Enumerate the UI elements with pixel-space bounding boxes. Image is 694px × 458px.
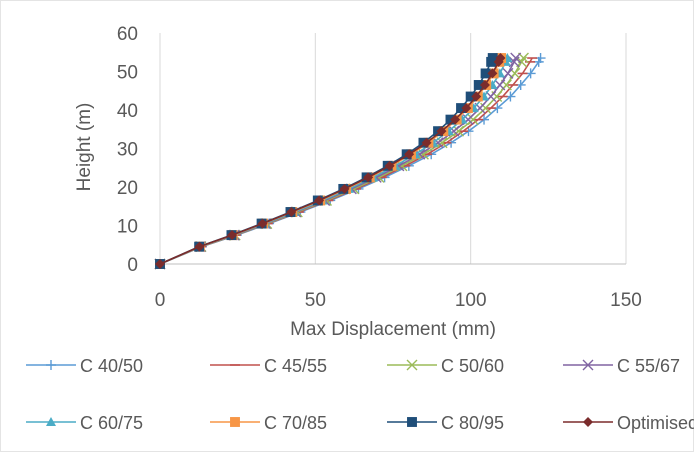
y-tick-label: 20: [117, 178, 138, 199]
series-c-70-85: [155, 53, 507, 269]
data-point: [517, 52, 529, 64]
data-point: [404, 149, 415, 160]
data-point: [421, 137, 432, 148]
data-point: [479, 79, 490, 90]
series-group: [154, 52, 546, 270]
data-point: [473, 80, 484, 90]
data-point: [487, 53, 498, 63]
data-point: [465, 91, 476, 102]
legend-item: C 70/85: [210, 413, 327, 433]
legend-item: C 45/55: [210, 356, 327, 376]
legend-label: C 50/60: [441, 356, 504, 376]
legend-label: C 45/55: [264, 356, 327, 376]
legend-label: C 55/67: [617, 356, 680, 376]
series-optimised: [155, 53, 506, 269]
y-axis-title: Height (m): [74, 103, 95, 192]
data-point: [194, 241, 205, 252]
series-c-50-60: [154, 52, 529, 270]
data-point: [461, 103, 472, 114]
data-point: [502, 67, 514, 79]
series-line: [159, 57, 509, 265]
data-point: [453, 125, 465, 137]
x-tick-label: 100: [455, 290, 487, 311]
data-point: [384, 160, 395, 171]
y-tick-label: 10: [117, 217, 138, 238]
legend-item: C 55/67: [563, 356, 680, 376]
data-point: [450, 114, 461, 125]
x-axis-title: Max Displacement (mm): [290, 319, 496, 340]
data-point: [495, 53, 506, 64]
legend-item: C 40/50: [26, 356, 143, 376]
data-point: [286, 207, 297, 218]
data-point: [339, 183, 350, 194]
legend-marker: [406, 359, 418, 371]
data-point: [257, 218, 268, 229]
data-point: [480, 68, 491, 79]
data-point: [363, 172, 374, 183]
x-tick-label: 150: [610, 290, 642, 311]
legend-marker: [46, 360, 56, 370]
legend-label: Optimised: [617, 413, 694, 433]
legend-item: C 80/95: [387, 413, 504, 433]
legend-marker: [407, 417, 417, 427]
data-point: [227, 230, 238, 241]
series-line: [159, 57, 502, 265]
data-point: [471, 91, 482, 102]
x-tick-label: 50: [305, 290, 326, 311]
legend-label: C 60/75: [80, 413, 143, 433]
legend-label: C 40/50: [80, 356, 143, 376]
legend-item: C 50/60: [387, 356, 504, 376]
grid-lines: [314, 33, 627, 264]
y-tick-label: 0: [127, 255, 138, 276]
series-c-60-75: [155, 53, 513, 268]
y-tick-label: 40: [117, 101, 138, 122]
y-tick-label: 30: [117, 140, 138, 161]
legend-label: C 80/95: [441, 413, 504, 433]
legend-marker: [582, 359, 594, 371]
series-line: [159, 57, 502, 265]
series-line: [159, 57, 517, 265]
y-tick-label: 50: [117, 63, 138, 84]
y-tick-label: 60: [117, 24, 138, 45]
legend-marker: [583, 417, 593, 427]
data-point: [467, 114, 479, 126]
data-point: [456, 103, 466, 114]
legend-item: C 60/75: [26, 413, 143, 433]
legend-item: Optimised: [563, 413, 694, 433]
legend-marker: [46, 417, 56, 426]
data-point: [535, 53, 546, 64]
data-point: [155, 259, 165, 269]
data-point: [314, 195, 325, 206]
series-line: [159, 57, 525, 265]
x-tick-label: 0: [155, 290, 166, 311]
series-c-55-67: [154, 52, 522, 270]
legend: C 40/50 C 45/55 C 50/60 C 55/67 C 60/75 C 70/…: [26, 356, 694, 433]
legend-marker: [230, 417, 240, 427]
data-point: [510, 52, 522, 64]
series-c-80-95: [155, 53, 498, 269]
series-line: [159, 57, 494, 265]
data-point: [436, 126, 447, 137]
legend-label: C 70/85: [264, 413, 327, 433]
data-point: [487, 68, 498, 79]
axes: 0 50 100 150 0 10 20 30 40 50 60: [117, 24, 642, 311]
data-point: [508, 56, 520, 68]
